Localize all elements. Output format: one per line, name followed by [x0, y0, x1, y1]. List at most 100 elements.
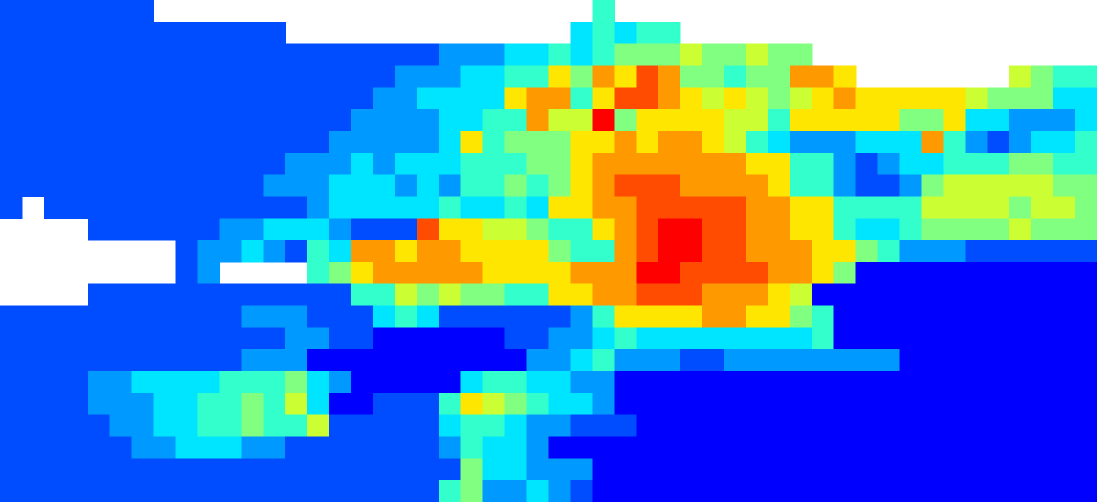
- heat-cell: [438, 349, 462, 372]
- heat-cell: [526, 392, 550, 416]
- heat-cell: [197, 480, 220, 502]
- heat-cell: [131, 21, 155, 45]
- heat-cell: [1075, 65, 1097, 88]
- heat-cell: [877, 240, 901, 263]
- heat-cell: [1009, 65, 1032, 88]
- heat-cell: [175, 371, 199, 394]
- heat-cell: [636, 349, 659, 372]
- heat-cell: [921, 240, 945, 263]
- heat-cell: [329, 43, 352, 67]
- heat-cell: [394, 349, 418, 372]
- heat-cell: [855, 480, 879, 502]
- heat-cell: [526, 283, 550, 307]
- heat-cell: [855, 283, 879, 307]
- heat-cell: [1053, 109, 1076, 132]
- heat-cell: [614, 371, 637, 394]
- heat-cell: [438, 371, 462, 394]
- heat-cell: [87, 109, 111, 132]
- heat-cell: [921, 261, 945, 285]
- heat-cell: [285, 283, 308, 307]
- heat-cell: [899, 130, 923, 154]
- heat-cell: [526, 414, 550, 438]
- heat-cell: [65, 392, 89, 416]
- heat-cell: [263, 218, 286, 241]
- heat-cell: [21, 371, 45, 394]
- heat-cell: [351, 305, 374, 328]
- heat-cell: [21, 65, 45, 88]
- heat-cell: [482, 458, 506, 481]
- heat-cell: [65, 305, 89, 328]
- heat-cell: [855, 196, 879, 219]
- heat-cell: [372, 392, 396, 416]
- heat-cell: [1009, 414, 1032, 438]
- heat-cell: [811, 480, 835, 502]
- heat-cell: [197, 21, 220, 45]
- heat-cell: [592, 152, 615, 176]
- heat-cell: [570, 65, 593, 88]
- heat-cell: [438, 458, 462, 481]
- heat-cell: [614, 458, 637, 481]
- heat-cell: [877, 305, 901, 328]
- heat-cell: [1031, 283, 1054, 307]
- heat-cell: [658, 130, 681, 154]
- heat-cell: [65, 371, 89, 394]
- heat-cell: [614, 261, 637, 285]
- heat-cell: [636, 43, 659, 67]
- heat-cell: [789, 152, 813, 176]
- heat-cell: [921, 305, 945, 328]
- heat-cell: [285, 109, 308, 132]
- heat-cell: [504, 240, 528, 263]
- heat-cell: [745, 196, 769, 219]
- heat-cell: [43, 87, 67, 110]
- heat-cell: [394, 196, 418, 219]
- heat-cell: [636, 174, 659, 198]
- heat-cell: [658, 480, 681, 502]
- heat-cell: [43, 327, 67, 350]
- heat-cell: [0, 21, 23, 45]
- heat-cell: [680, 196, 703, 219]
- heat-cell: [636, 480, 659, 502]
- heat-cell: [21, 174, 45, 198]
- heat-cell: [460, 436, 484, 459]
- heat-cell: [153, 458, 177, 481]
- heat-cell: [175, 480, 199, 502]
- heat-cell: [219, 21, 242, 45]
- heat-cell: [21, 130, 45, 154]
- heat-cell: [1075, 283, 1097, 307]
- heat-cell: [724, 65, 747, 88]
- heat-cell: [702, 240, 725, 263]
- heat-cell: [482, 349, 506, 372]
- heat-cell: [921, 283, 945, 307]
- heat-cell: [614, 305, 637, 328]
- heat-cell: [394, 327, 418, 350]
- heat-cell: [197, 458, 220, 481]
- heat-cell: [460, 87, 484, 110]
- heat-cell: [351, 174, 374, 198]
- heat-cell: [329, 174, 352, 198]
- heat-cell: [197, 327, 220, 350]
- heat-cell: [1031, 414, 1054, 438]
- heat-cell: [1031, 130, 1054, 154]
- heat-cell: [1075, 371, 1097, 394]
- heat-cell: [745, 436, 769, 459]
- heat-cell: [416, 87, 440, 110]
- heat-cell: [21, 152, 45, 176]
- heat-cell: [285, 196, 308, 219]
- heat-cell: [504, 414, 528, 438]
- heat-cell: [702, 65, 725, 88]
- heat-cell: [504, 43, 528, 67]
- heat-cell: [482, 261, 506, 285]
- heat-cell: [482, 196, 506, 219]
- heat-cell: [877, 436, 901, 459]
- heat-cell: [460, 43, 484, 67]
- heat-cell: [877, 349, 901, 372]
- heat-cell: [197, 392, 220, 416]
- heat-cell: [263, 109, 286, 132]
- heat-cell: [416, 305, 440, 328]
- heat-cell: [570, 218, 593, 241]
- heat-cell: [1031, 458, 1054, 481]
- heat-cell: [987, 87, 1010, 110]
- heat-cell: [285, 480, 308, 502]
- heat-cell: [1009, 392, 1032, 416]
- heat-cell: [767, 174, 791, 198]
